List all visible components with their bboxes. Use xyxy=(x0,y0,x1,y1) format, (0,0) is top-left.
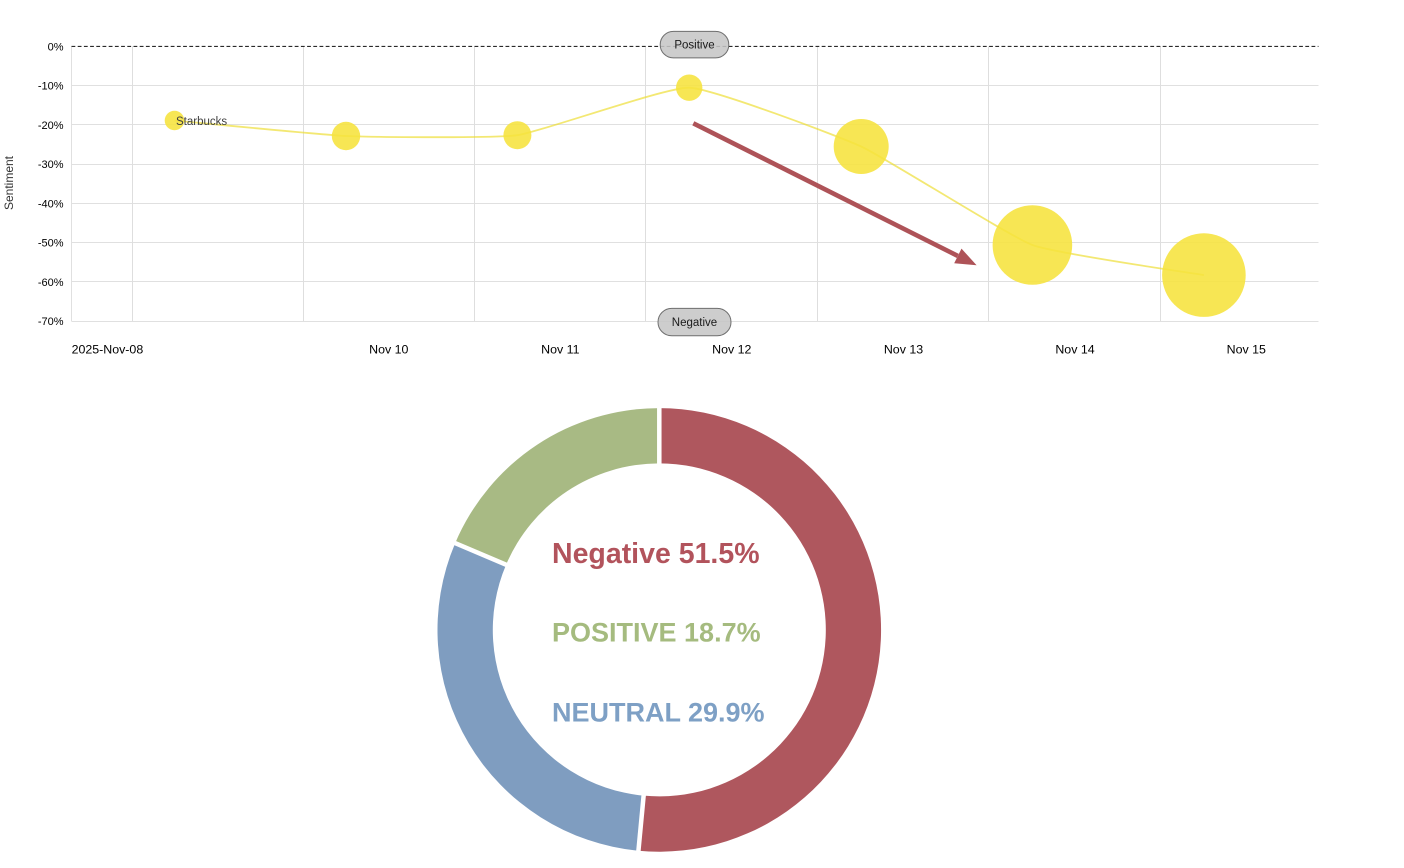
svg-text:NEUTRAL 29.9%: NEUTRAL 29.9% xyxy=(552,698,765,728)
svg-text:-30%: -30% xyxy=(38,159,64,171)
svg-text:Sentiment: Sentiment xyxy=(2,155,16,210)
svg-text:2025-Nov-08: 2025-Nov-08 xyxy=(72,343,144,357)
svg-text:Positive: Positive xyxy=(674,40,714,52)
svg-text:Nov 11: Nov 11 xyxy=(541,343,579,357)
svg-text:POSITIVE 18.7%: POSITIVE 18.7% xyxy=(552,618,761,648)
svg-text:-70%: -70% xyxy=(38,316,64,328)
svg-text:-20%: -20% xyxy=(38,120,64,132)
svg-text:-50%: -50% xyxy=(38,238,64,250)
svg-text:-10%: -10% xyxy=(38,81,64,93)
svg-text:Negative 51.5%: Negative 51.5% xyxy=(552,538,760,570)
svg-text:Starbucks: Starbucks xyxy=(176,116,227,128)
svg-text:0%: 0% xyxy=(48,41,64,53)
svg-text:-60%: -60% xyxy=(38,277,64,289)
svg-text:Nov 14: Nov 14 xyxy=(1055,343,1094,357)
svg-text:Nov 10: Nov 10 xyxy=(369,343,408,357)
svg-text:Nov 13: Nov 13 xyxy=(884,343,923,357)
svg-text:Nov 15: Nov 15 xyxy=(1227,343,1266,357)
svg-text:Nov 12: Nov 12 xyxy=(712,343,751,357)
svg-text:Negative: Negative xyxy=(672,317,717,329)
svg-text:-40%: -40% xyxy=(38,198,64,210)
